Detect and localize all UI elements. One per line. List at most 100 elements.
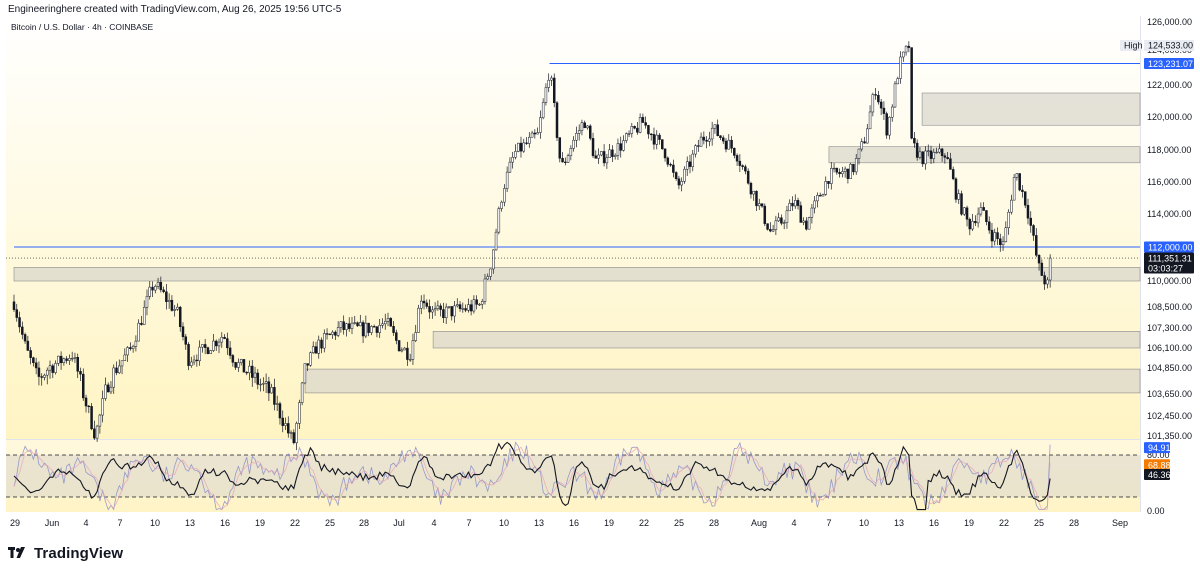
- price-tick-label: 116,000.00: [1147, 177, 1191, 187]
- candle-body: [151, 286, 154, 291]
- candle-body: [641, 117, 645, 123]
- candle-body: [192, 359, 196, 363]
- candle: [702, 131, 706, 145]
- candle-body: [913, 137, 916, 144]
- candle: [23, 332, 27, 344]
- candle-body: [738, 160, 742, 166]
- candle: [885, 111, 888, 139]
- candle-body: [935, 151, 938, 154]
- candle: [763, 203, 767, 227]
- candle-body: [730, 139, 733, 149]
- candle: [497, 206, 501, 235]
- candle-body: [605, 157, 609, 164]
- candle: [802, 217, 805, 226]
- candle: [76, 353, 79, 379]
- candle: [256, 369, 260, 390]
- price-tick-label: 122,000.00: [1147, 80, 1192, 90]
- candle-body: [397, 340, 401, 352]
- candle: [868, 105, 872, 130]
- candle: [857, 148, 861, 165]
- candle: [508, 157, 512, 173]
- candle-body: [492, 249, 495, 270]
- candle: [59, 351, 63, 370]
- candle-body: [508, 161, 512, 173]
- candle: [184, 334, 188, 350]
- candle: [807, 216, 811, 230]
- candle-body: [203, 344, 207, 348]
- candle-body: [874, 94, 877, 96]
- candle-body: [395, 332, 398, 341]
- candle: [716, 119, 719, 137]
- candle: [613, 153, 617, 160]
- candle-body: [1012, 177, 1016, 201]
- candle-body: [904, 45, 908, 53]
- candle: [242, 359, 246, 373]
- candle-body: [1023, 191, 1027, 206]
- candle: [104, 377, 107, 401]
- candle-body: [799, 205, 803, 223]
- candle: [843, 166, 847, 178]
- candle-body: [292, 432, 296, 444]
- candle-body: [1007, 211, 1010, 229]
- time-tick-label: Jun: [45, 518, 60, 528]
- horizontal-levels: [14, 62, 1140, 248]
- candle: [866, 123, 869, 144]
- candle-body: [1026, 205, 1030, 219]
- candle-body: [705, 139, 708, 142]
- candle-body: [965, 207, 969, 220]
- candle-body: [411, 340, 415, 360]
- candle: [453, 300, 456, 323]
- candle: [932, 148, 936, 164]
- candle-body: [652, 134, 656, 145]
- candle-body: [697, 145, 700, 147]
- candle-body: [954, 178, 958, 200]
- candle-body: [226, 338, 229, 349]
- candle: [733, 147, 736, 159]
- candle-body: [511, 157, 514, 163]
- candle: [251, 359, 254, 387]
- candle: [73, 352, 77, 363]
- candle-body: [721, 137, 725, 142]
- candle-body: [309, 352, 312, 366]
- candle: [433, 302, 437, 316]
- candle-body: [794, 200, 797, 207]
- candle: [334, 330, 337, 341]
- price-axis-badges: High 124,533.00 123,231.07 112,000.00111,35…: [1120, 40, 1194, 481]
- candle: [151, 281, 154, 297]
- candle: [359, 314, 362, 327]
- time-tick-label: 16: [569, 518, 579, 528]
- candle-body: [145, 296, 149, 308]
- high-label-bg: [1120, 40, 1142, 51]
- time-tick-label: 22: [999, 518, 1009, 528]
- candle-body: [1021, 189, 1024, 192]
- time-tick-label: 28: [1069, 518, 1079, 528]
- candle-body: [159, 281, 163, 291]
- candle-body: [267, 381, 271, 394]
- candle-body: [364, 322, 368, 337]
- candle-body: [586, 125, 589, 129]
- candle-body: [375, 326, 379, 333]
- candle: [275, 395, 279, 411]
- candle-body: [57, 355, 60, 364]
- time-tick-label: 7: [826, 518, 831, 528]
- candle: [345, 322, 348, 337]
- candle: [356, 321, 359, 327]
- candle: [411, 333, 415, 366]
- candle: [505, 166, 509, 193]
- candle-body: [503, 188, 506, 203]
- candle: [264, 373, 268, 394]
- candle-body: [672, 164, 675, 173]
- candle: [309, 351, 312, 367]
- candle: [378, 318, 381, 339]
- candle: [486, 273, 489, 280]
- candle: [860, 138, 864, 152]
- candle-body: [547, 79, 550, 88]
- chart-canvas[interactable]: 126,000.00124,000.00122,000.00120,000.00…: [0, 0, 1200, 540]
- oscillator-line-3: [13, 446, 1051, 511]
- candle: [685, 156, 689, 176]
- candle-body: [688, 161, 692, 167]
- candle-body: [683, 168, 686, 182]
- candle-body: [638, 117, 642, 133]
- candle: [708, 131, 711, 147]
- candle: [760, 203, 764, 208]
